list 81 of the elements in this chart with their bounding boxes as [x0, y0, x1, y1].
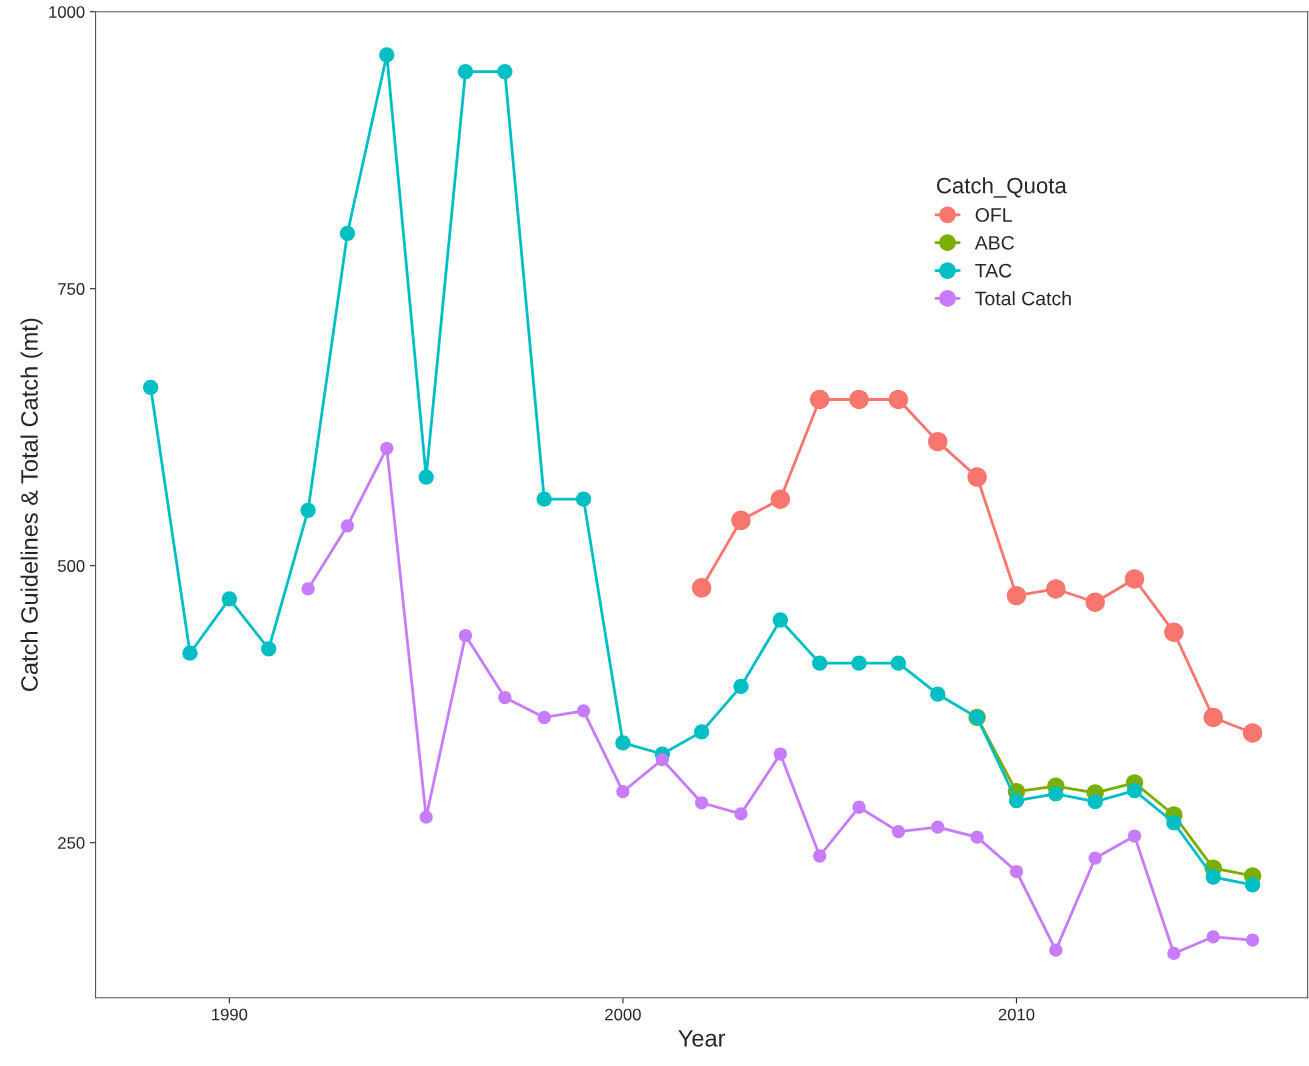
point [379, 47, 395, 63]
point [498, 690, 512, 705]
point [1166, 815, 1182, 831]
point [616, 785, 630, 799]
y-tick-label: 1000 [49, 6, 85, 18]
point [691, 578, 712, 598]
point [733, 678, 749, 695]
point [770, 489, 791, 509]
y-tick-label: 250 [58, 837, 85, 849]
point [1124, 569, 1145, 589]
point [890, 655, 907, 671]
point [852, 800, 866, 814]
y-axis-title: Catch Guidelines & Total Catch (mt) [20, 318, 43, 691]
point [1006, 585, 1027, 606]
legend-label: ABC [974, 235, 1014, 250]
point [418, 469, 434, 485]
legend-label: Total Catch [975, 291, 1071, 306]
point [458, 628, 473, 643]
y-tick-label: 500 [58, 560, 85, 572]
x-tick-label: 1990 [212, 1008, 248, 1021]
point [931, 820, 945, 834]
point [497, 63, 513, 80]
point [1244, 877, 1261, 893]
point [891, 824, 905, 839]
point [888, 389, 909, 410]
point [695, 796, 709, 810]
point [1087, 794, 1103, 810]
point [340, 519, 355, 533]
legend-label: OFL [975, 208, 1012, 222]
point [970, 830, 984, 844]
point [1242, 723, 1263, 743]
point [1046, 579, 1066, 599]
point [575, 491, 592, 507]
point [1085, 592, 1105, 612]
point [536, 491, 552, 507]
point [734, 807, 748, 821]
point [1167, 946, 1181, 961]
point [1126, 782, 1143, 799]
x-tick-label: 2000 [605, 1008, 641, 1021]
point [301, 582, 315, 596]
y-tick-label: 750 [58, 283, 85, 295]
point [339, 225, 356, 241]
point [1203, 707, 1223, 728]
point [182, 645, 198, 661]
point [851, 655, 867, 671]
point [419, 810, 433, 824]
point [1246, 933, 1260, 947]
point [261, 641, 277, 657]
point [930, 686, 946, 702]
point [457, 63, 474, 80]
point [1127, 829, 1142, 843]
point [693, 724, 710, 740]
legend-title: Catch_Quota [936, 177, 1067, 198]
x-axis-title: Year [678, 1030, 726, 1047]
point [967, 467, 987, 487]
point [1206, 930, 1220, 944]
point [809, 389, 830, 410]
point [615, 735, 631, 751]
point [221, 591, 237, 607]
point [300, 502, 316, 518]
point [1164, 622, 1184, 642]
point [655, 752, 669, 767]
point [773, 747, 787, 761]
point [380, 441, 394, 455]
point [772, 612, 788, 628]
point [1049, 943, 1063, 957]
point [928, 431, 948, 452]
legend-label: TAC [975, 263, 1012, 278]
point [576, 704, 591, 718]
point [1009, 864, 1024, 879]
point [537, 710, 551, 725]
point [1088, 851, 1102, 865]
point [731, 510, 751, 530]
point [143, 379, 159, 395]
point [812, 655, 828, 671]
point [813, 849, 827, 863]
x-tick-label: 2010 [998, 1008, 1035, 1021]
point [1048, 786, 1064, 802]
point [849, 389, 869, 410]
point [1205, 869, 1221, 885]
point [1008, 792, 1025, 809]
